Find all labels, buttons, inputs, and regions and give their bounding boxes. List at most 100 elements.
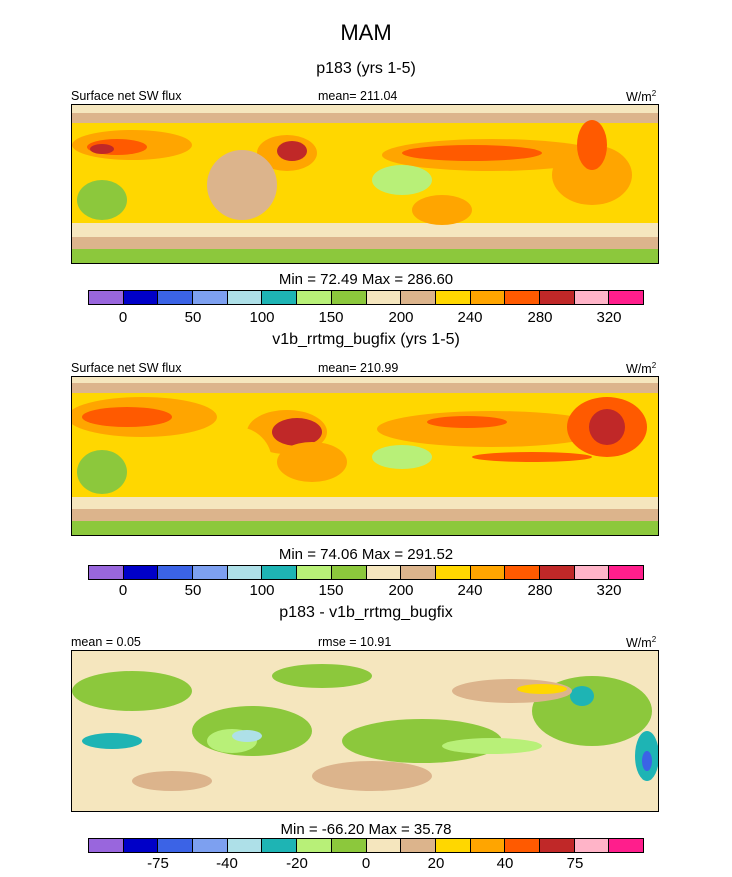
panel1-tick: 50 (184, 309, 202, 326)
colorbar-swatch (539, 291, 575, 304)
p1-australia (412, 195, 472, 225)
colorbar-swatch (123, 839, 159, 852)
panel1-tick: 100 (249, 309, 275, 326)
panel2-tick: 240 (457, 582, 483, 599)
panel3-tick: -75 (147, 855, 169, 872)
colorbar-swatch (470, 566, 506, 579)
colorbar-swatch (331, 291, 367, 304)
colorbar-swatch (193, 566, 228, 579)
panel1-tick: 150 (318, 309, 344, 326)
colorbar-swatch (89, 566, 124, 579)
panel2-tick: 280 (527, 582, 553, 599)
p2-pacific-red-east (472, 452, 592, 462)
panel2-units-label: W/m2 (626, 361, 656, 376)
panel3-units-exp: 2 (651, 635, 657, 644)
panel2-tick: 0 (118, 582, 128, 599)
panel3-minmax: Min = -66.20 Max = 35.78 (280, 821, 452, 838)
panel3-units: W/m (626, 636, 652, 651)
panel1-units: W/m (626, 90, 652, 105)
p2-atlantic-red (82, 407, 172, 427)
p3-teal-1 (82, 733, 142, 749)
colorbar-swatch (193, 291, 228, 304)
colorbar-swatch (366, 566, 402, 579)
colorbar-swatch (158, 291, 194, 304)
colorbar-swatch (89, 839, 124, 852)
panel1-mean-label: mean= 211.04 (318, 89, 398, 103)
colorbar-swatch (401, 291, 436, 304)
colorbar-swatch (435, 566, 471, 579)
colorbar-swatch (262, 566, 298, 579)
panel3-map (71, 650, 659, 812)
panel1-tick: 280 (527, 309, 553, 326)
p3-tan-1 (312, 761, 432, 791)
colorbar-swatch (262, 839, 298, 852)
panel2-units: W/m (626, 362, 652, 377)
panel1-tick: 200 (388, 309, 414, 326)
colorbar-swatch (297, 566, 332, 579)
panel1-tick: 0 (118, 309, 128, 326)
p1-band-south-low (72, 237, 658, 249)
panel2-variable-label: Surface net SW flux (71, 361, 182, 375)
colorbar-swatch (435, 839, 471, 852)
panel1-tick: 240 (457, 309, 483, 326)
p2-band-south-mid (72, 497, 658, 509)
p1-pacific-red (402, 145, 542, 161)
p2-amazon-land (77, 450, 127, 494)
panel3-tick: -20 (286, 855, 308, 872)
panel1-units-label: W/m2 (626, 89, 656, 104)
panel2-mean-label: mean= 210.99 (318, 361, 399, 375)
p1-maritime (372, 165, 432, 195)
panel3-tick: 40 (496, 855, 514, 872)
panel1-colorbar (88, 290, 644, 305)
p1-south-green (72, 249, 658, 263)
p3-blue (642, 751, 652, 771)
p1-atlantic-max (90, 144, 114, 154)
colorbar-swatch (331, 839, 367, 852)
panel2-tick: 150 (318, 582, 344, 599)
panel2-tick: 200 (388, 582, 414, 599)
colorbar-swatch (123, 566, 159, 579)
p3-lightgreen-2 (442, 738, 542, 754)
p1-se-pacific (552, 145, 632, 205)
p1-north-band (72, 105, 658, 113)
colorbar-swatch (123, 291, 159, 304)
panel3-subtitle: p183 - v1b_rrtmg_bugfix (279, 604, 453, 621)
panel2-map-svg (72, 377, 658, 535)
colorbar-swatch (609, 291, 643, 304)
colorbar-swatch (574, 839, 610, 852)
panel2-tick: 50 (184, 582, 202, 599)
colorbar-swatch (297, 839, 332, 852)
p1-band-south-mid (72, 223, 658, 237)
panel1-variable-label: Surface net SW flux (71, 89, 182, 103)
colorbar-swatch (505, 839, 540, 852)
colorbar-swatch (574, 566, 610, 579)
colorbar-swatch (227, 566, 263, 579)
colorbar-swatch (401, 839, 436, 852)
colorbar-swatch (366, 839, 402, 852)
panel2-map (71, 376, 659, 536)
panel3-tick: 0 (361, 855, 371, 872)
panel2-units-exp: 2 (651, 361, 657, 370)
colorbar-swatch (227, 839, 263, 852)
p2-south-green (72, 521, 658, 535)
colorbar-swatch (331, 566, 367, 579)
panel1-map-svg (72, 105, 658, 263)
p2-band-south-low (72, 509, 658, 521)
p3-yellow (517, 684, 567, 694)
colorbar-swatch (609, 839, 643, 852)
colorbar-swatch (366, 291, 402, 304)
panel3-mean-label: mean = 0.05 (71, 635, 141, 649)
panel3-map-svg (72, 651, 658, 811)
panel3-units-label: W/m2 (626, 635, 656, 650)
panel1-subtitle: p183 (yrs 1-5) (316, 60, 416, 77)
panel2-colorbar (88, 565, 644, 580)
colorbar-swatch (435, 291, 471, 304)
colorbar-swatch (227, 291, 263, 304)
panel3-colorbar (88, 838, 644, 853)
p1-se-pacific-red (577, 120, 607, 170)
colorbar-swatch (470, 839, 506, 852)
colorbar-swatch (262, 291, 298, 304)
colorbar-swatch (401, 566, 436, 579)
p1-africa-land (207, 150, 277, 220)
p1-arabia-red (277, 141, 307, 161)
